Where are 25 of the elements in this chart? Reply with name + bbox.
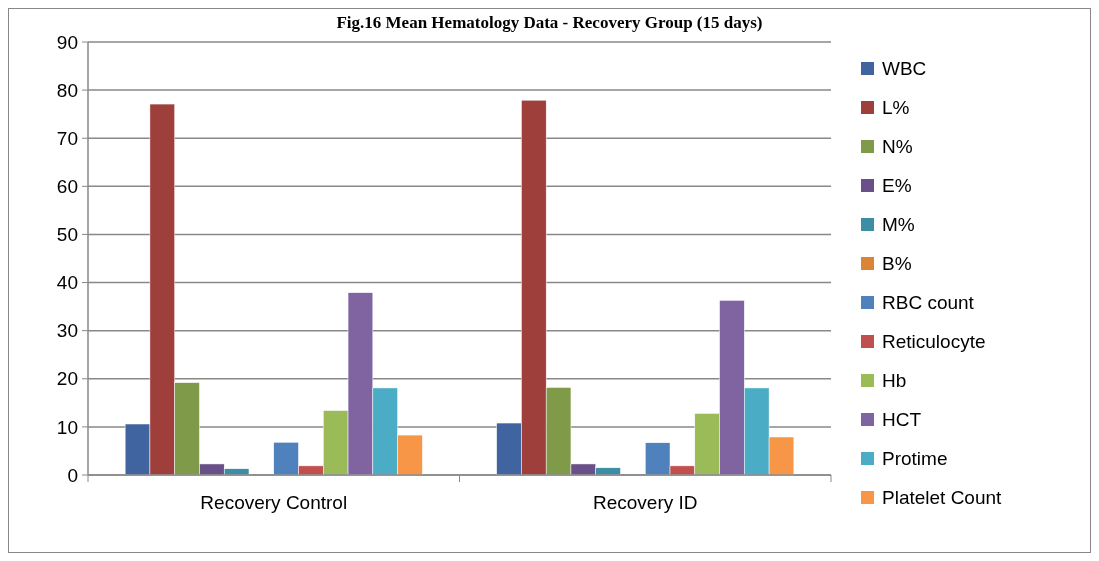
- legend-label: Platelet Count: [882, 486, 1003, 508]
- legend-label: Protime: [882, 447, 948, 469]
- x-tick-label: Recovery ID: [592, 492, 698, 513]
- legend-label: E%: [882, 174, 912, 196]
- y-tick-label: 80: [56, 79, 78, 101]
- x-tick-label: Recovery Control: [200, 492, 348, 513]
- legend-label: RBC count: [882, 291, 975, 313]
- chart-title: Fig.16 Mean Hematology Data - Recovery Group (15 days): [336, 13, 763, 32]
- y-tick-label: 70: [56, 127, 78, 149]
- y-tick-label: 10: [56, 416, 78, 438]
- legend-label: M%: [882, 213, 915, 235]
- legend-label: WBC: [882, 57, 927, 79]
- y-tick-label: 20: [56, 368, 78, 390]
- y-tick-label: 0: [67, 464, 78, 486]
- y-tick-label: 30: [56, 320, 78, 342]
- y-tick-label: 90: [56, 31, 78, 53]
- legend-label: Hb: [882, 369, 907, 391]
- legend-label: HCT: [882, 408, 922, 430]
- legend-label: N%: [882, 135, 913, 157]
- y-tick-label: 60: [56, 175, 78, 197]
- y-tick-label: 50: [56, 224, 78, 246]
- legend-label: Reticulocyte: [882, 330, 986, 352]
- legend-label: B%: [882, 252, 912, 274]
- legend-label: L%: [882, 96, 910, 118]
- y-tick-label: 40: [56, 272, 78, 294]
